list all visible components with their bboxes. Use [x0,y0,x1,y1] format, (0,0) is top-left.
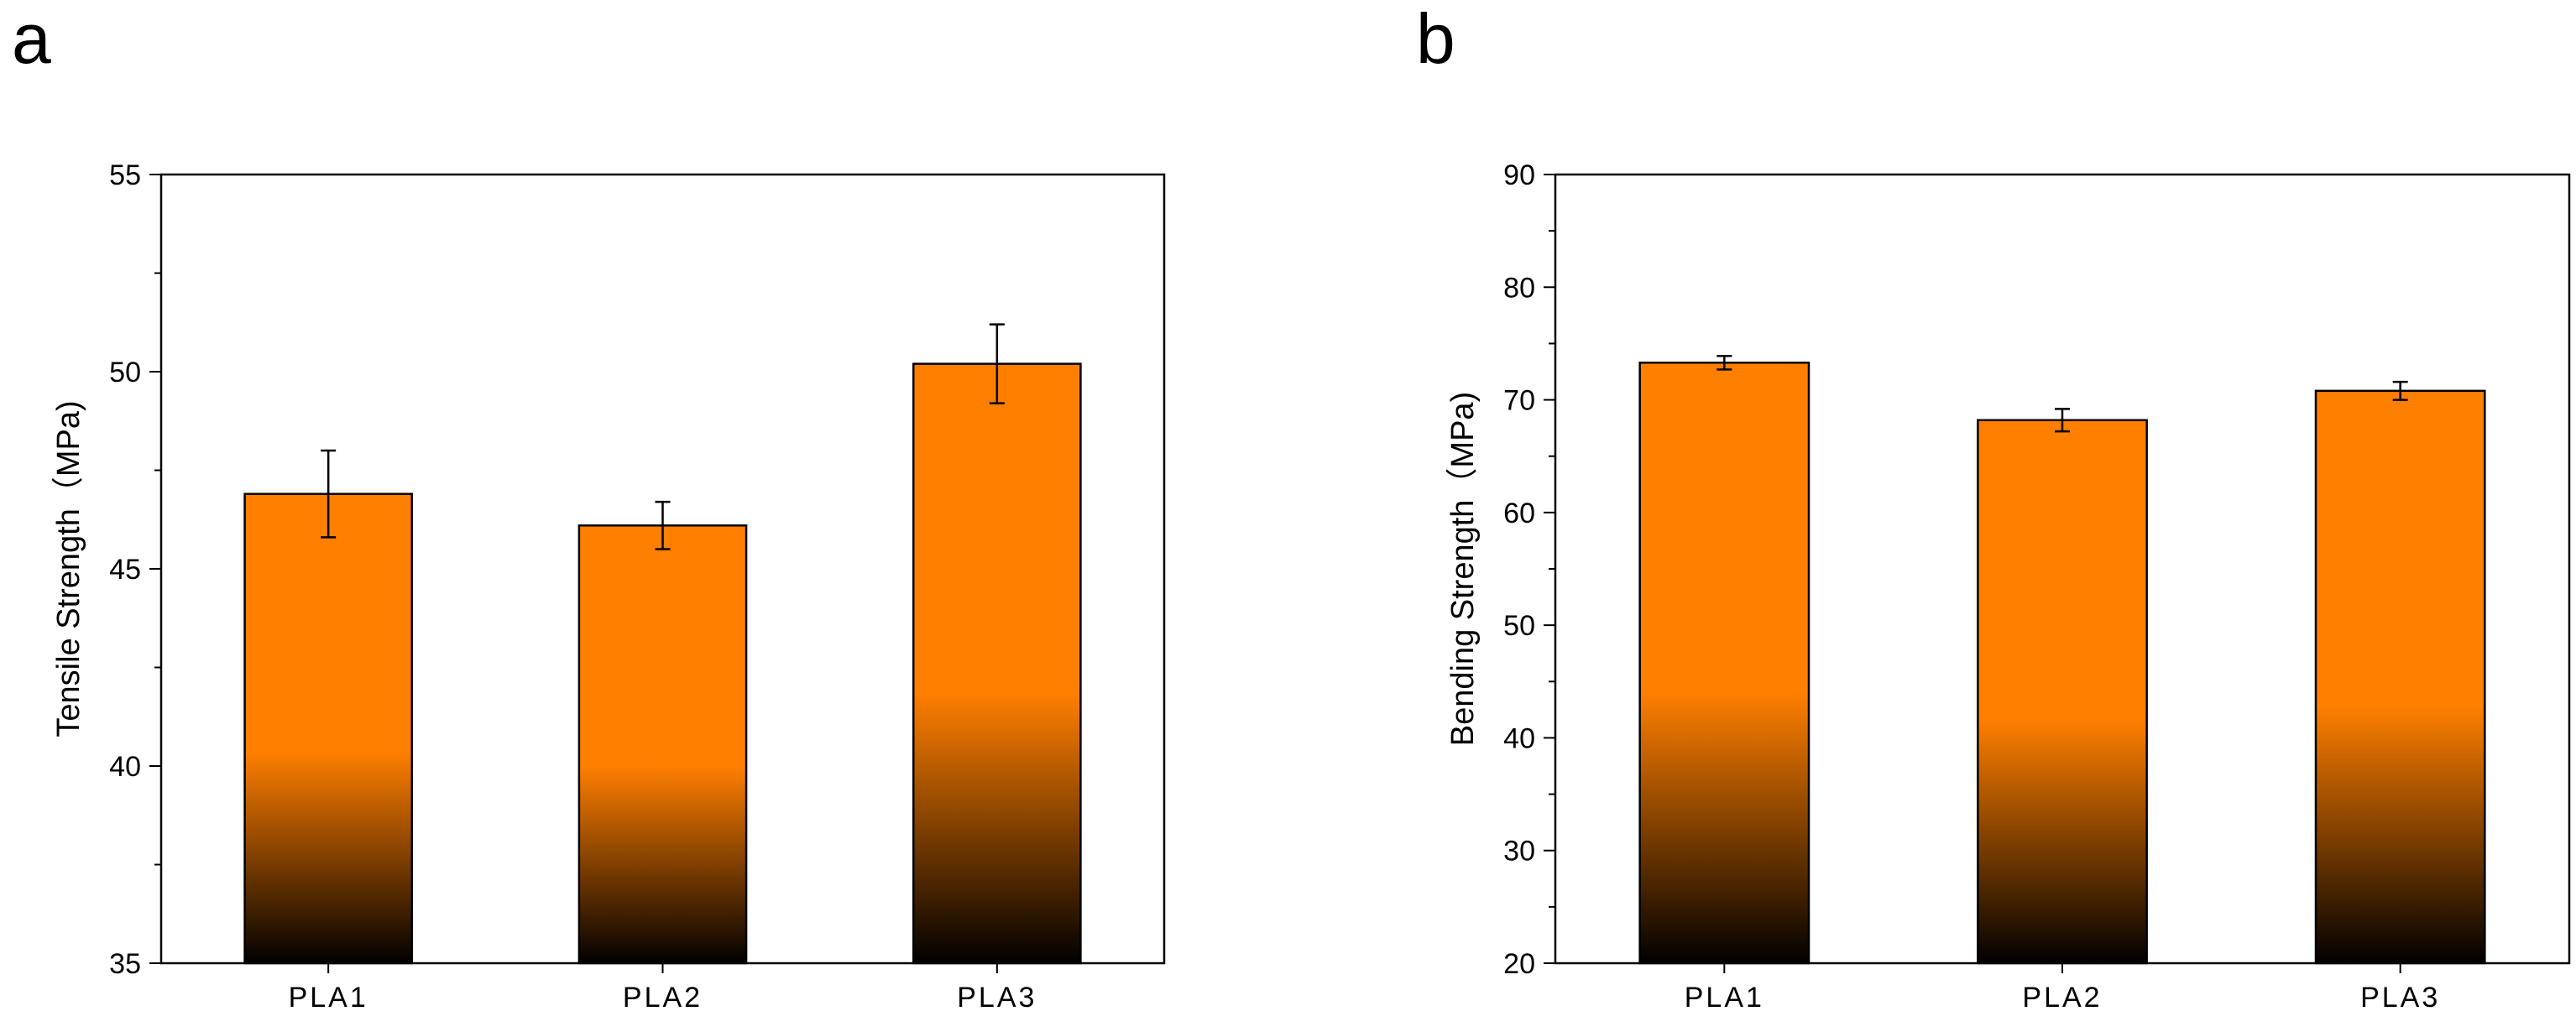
x-tick-label: PLA2 [623,982,703,1014]
y-tick-label: 30 [1503,836,1535,868]
error-bar-pla3 [989,323,1005,404]
x-tick-label: PLA3 [957,982,1037,1014]
y-tick-label: 90 [1503,159,1535,191]
y-tick-label: 50 [109,357,141,388]
x-tick-label: PLA1 [289,982,368,1014]
y-tick-label: 35 [109,948,141,980]
y-tick-label: 80 [1503,272,1535,304]
y-tick-label: 50 [1503,610,1535,642]
bar-pla1 [243,493,414,965]
y-axis-label: Tensile Strength（MPa) [51,400,86,737]
bar-pla3 [912,362,1082,965]
error-bar-pla2 [655,500,671,550]
y-tick-label: 40 [1503,722,1535,754]
y-tick-label: 20 [1503,948,1535,980]
bar-chart-bending-strength: PLA1 PLA2 PLA3 20 30 40 50 60 70 80 90 Bending Stre… [1445,159,2571,1014]
x-tick-label: PLA2 [2022,982,2102,1014]
chart-panel-a: a PLA1 PLA2 PLA3 35 40 45 50 55 Tensile Strength… [12,0,1166,1014]
panel-label-a: a [12,0,51,78]
y-tick-label: 55 [109,159,141,191]
x-tick-label: PLA3 [2360,982,2440,1014]
bar-chart-tensile-strength: PLA1 PLA2 PLA3 35 40 45 50 55 Tensile Strength（M… [51,159,1166,1014]
y-tick-label: 40 [109,751,141,783]
chart-panel-b: b PLA1 PLA2 PLA3 20 30 40 50 60 70 80 90 Bending St… [1288,0,2576,1032]
y-tick-label: 70 [1503,385,1535,417]
bar-pla1 [1638,362,1811,965]
bar-pla2 [1977,419,2148,965]
error-bar-pla1 [321,449,337,539]
error-bar-pla2 [2055,408,2070,433]
error-bar-pla1 [1716,354,1732,371]
y-axis-label: Bending Strength（MPa) [1445,392,1481,746]
bar-pla3 [2314,389,2486,965]
bar-pla2 [577,524,748,965]
x-tick-label: PLA1 [1685,982,1764,1014]
panel-label-b: b [1416,0,1455,78]
error-bar-pla3 [2392,380,2408,401]
y-tick-label: 45 [109,554,141,586]
y-tick-label: 60 [1503,498,1535,529]
